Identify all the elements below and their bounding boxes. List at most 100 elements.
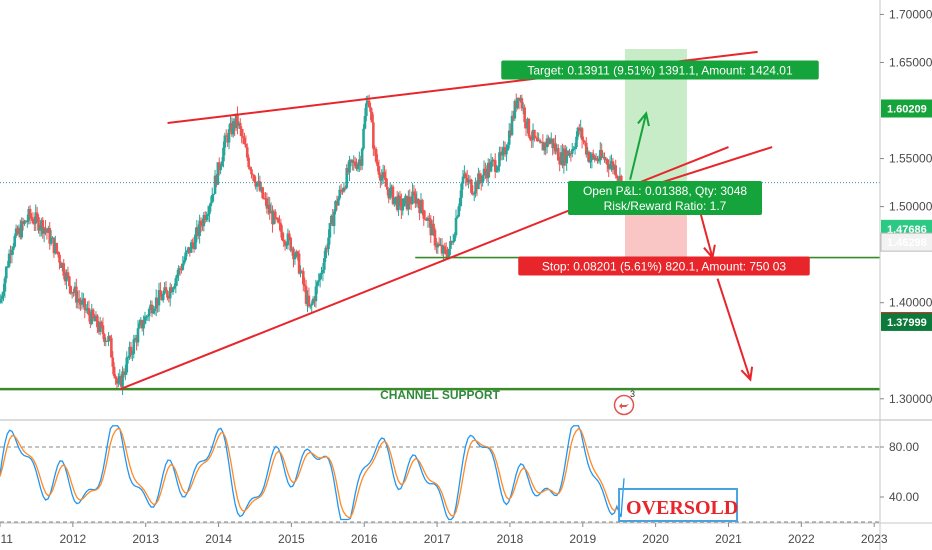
candle [323,250,326,274]
candle [554,134,557,155]
candle [279,218,283,238]
candle-body [56,251,60,255]
candle-body [265,198,269,209]
time-tick-label: 2022 [788,532,815,546]
candle-body [478,173,482,180]
candle-body [250,169,253,175]
candle [321,263,325,281]
candle [198,214,201,244]
candle [168,282,172,307]
candle-body [104,340,108,342]
candle [435,238,438,254]
candle [117,373,120,387]
candle-body [313,298,316,302]
candle-body [565,150,568,164]
candle [124,364,127,381]
candle-body [400,198,403,211]
candle-body [91,309,95,317]
candle-body [145,316,148,318]
candle-body [377,166,381,175]
candle-body [528,136,532,140]
candle [278,215,281,231]
events-icon[interactable]: 3 [613,389,636,416]
candle-body [491,160,494,162]
candle [580,126,584,149]
candle-body [126,357,130,359]
candle [309,305,312,310]
candle [443,242,447,255]
candle [510,110,514,137]
candle-body [558,160,561,165]
candle [327,229,330,256]
candle [210,187,214,204]
candle [394,196,398,206]
candle-body [100,322,103,326]
candle-body [105,340,109,342]
candle [119,374,123,388]
candle-body [586,151,589,155]
candle [615,174,619,181]
candle [454,209,458,238]
candle-body [237,123,241,126]
candle [61,262,64,272]
candle-body [509,130,512,135]
candle-body [618,175,622,181]
candle [533,129,536,142]
candle [570,142,574,158]
candle [358,151,361,172]
candle [150,300,154,318]
candle-body [44,227,47,231]
candle-body [86,308,89,310]
candle-body [244,143,248,148]
candle [222,141,225,168]
candle [196,224,200,240]
candle-body [463,173,466,177]
candle-body [486,162,490,179]
candle-body [304,286,308,304]
candle-body [316,281,319,287]
candle-body [603,156,606,160]
candle-body [301,271,305,285]
candle-body [519,98,522,101]
candle-body [320,272,323,275]
candle-body [549,138,553,140]
candle-body [548,139,552,145]
candle [604,156,608,164]
candle-body [34,212,38,224]
candle [485,165,489,182]
candle-body [5,266,8,279]
candle [366,95,370,105]
price-tick-label: 1.55000 [889,152,932,166]
candle-body [96,315,99,328]
candle-body [493,160,497,172]
candle-body [328,223,332,238]
candle [317,273,321,286]
candle-body [569,153,573,155]
candle [587,150,591,164]
candle [44,220,47,236]
candle-body [387,189,391,199]
time-tick-label: 2016 [351,532,378,546]
candle-body [19,227,22,238]
candle-body [589,159,592,163]
candle-body [593,156,596,160]
candle [159,282,162,297]
channel-support-label: CHANNEL SUPPORT [380,388,500,402]
candle [59,261,63,268]
candle [386,178,389,196]
candle-body [460,183,463,198]
candle-body [0,299,3,303]
candle [516,97,519,110]
candle-body [6,266,10,268]
candle-body [393,198,396,204]
candle-body [404,195,407,199]
candle [194,227,197,250]
candle-body [363,115,367,129]
candle [234,113,238,131]
candle-body [610,161,613,165]
candle [301,267,305,292]
candle [177,265,180,282]
candle-body [181,263,185,270]
